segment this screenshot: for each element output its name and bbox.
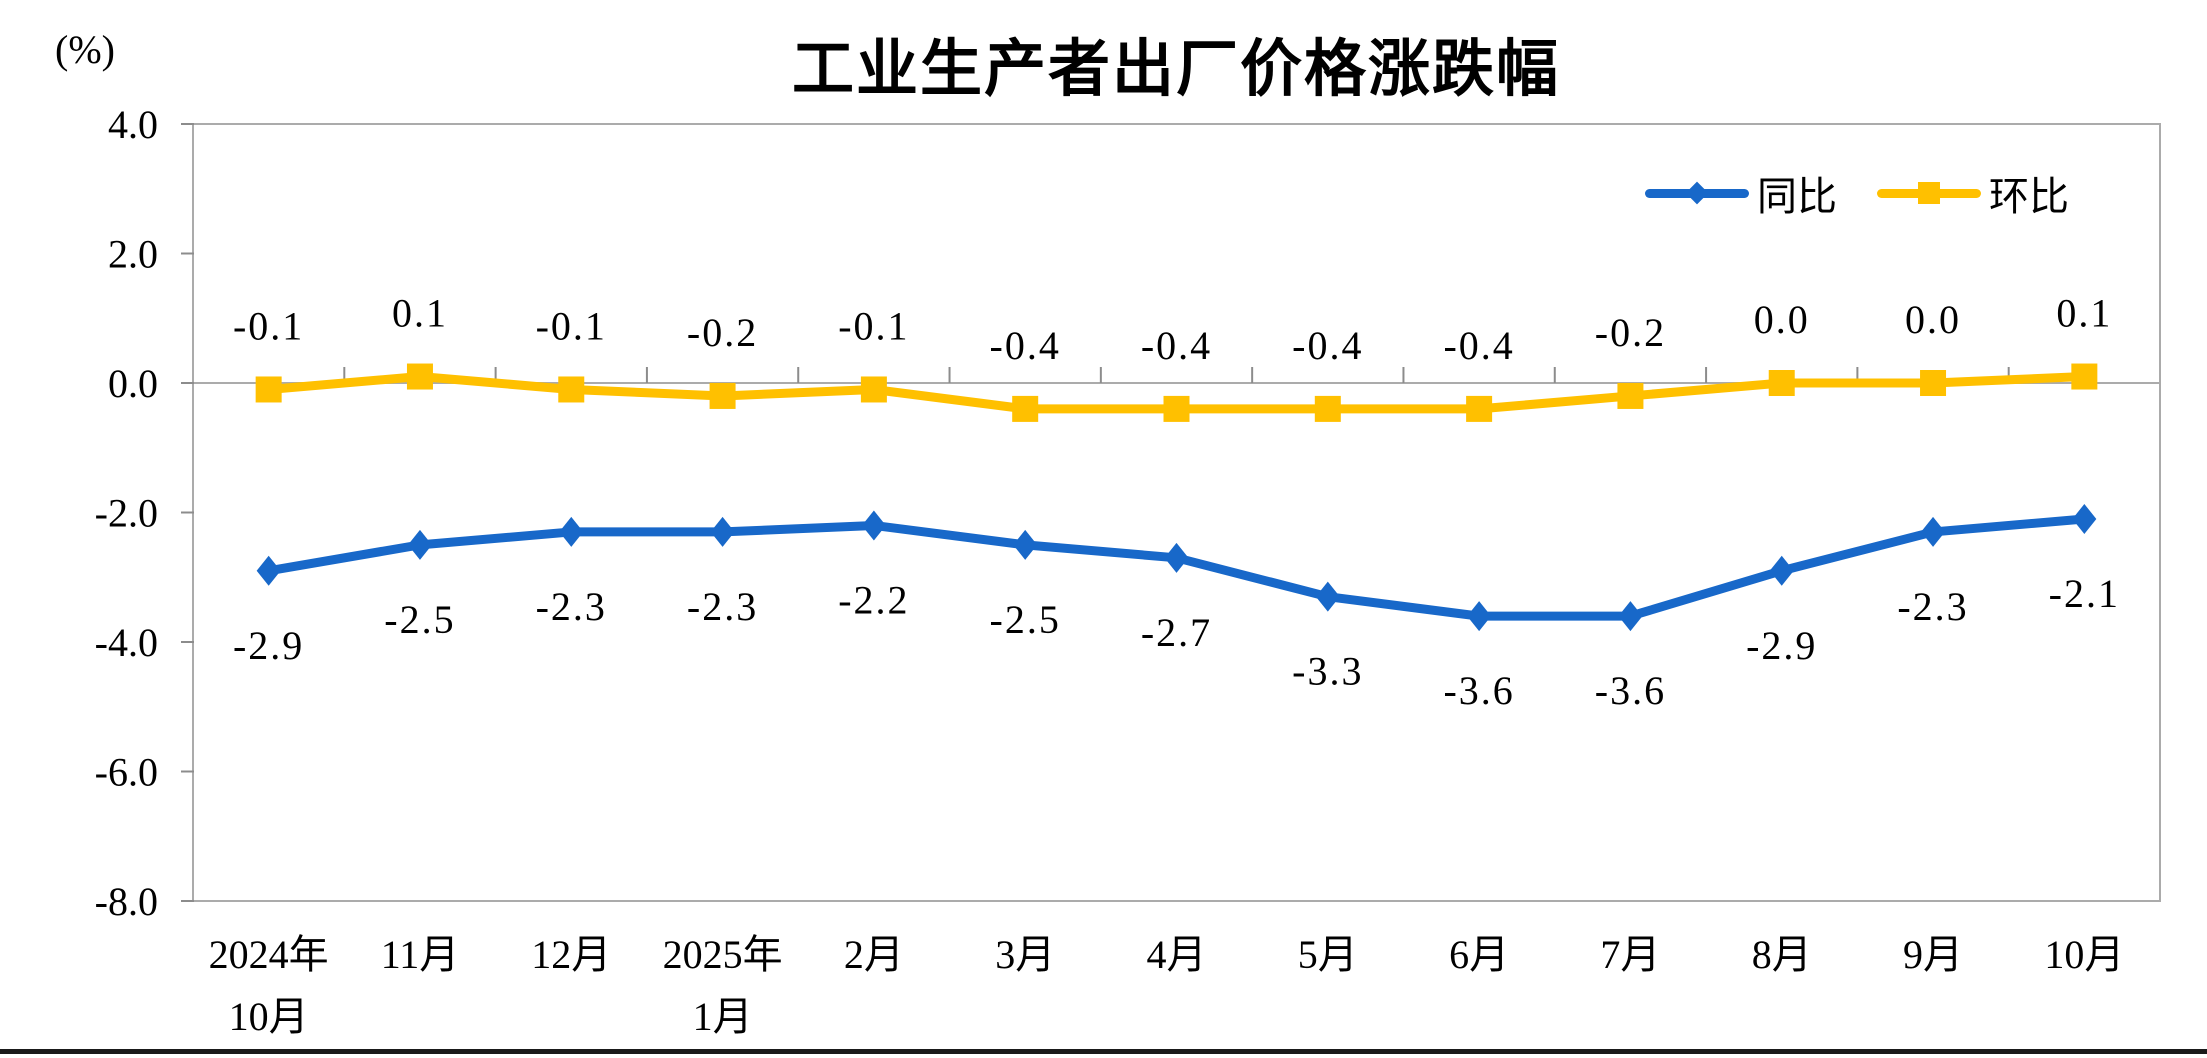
data-point-marker-mom <box>558 376 585 403</box>
data-point-marker-mom <box>2071 363 2098 390</box>
data-label-yoy: -2.7 <box>1141 610 1212 655</box>
x-tick-label-line2: 1月 <box>693 994 753 1039</box>
data-label-mom: 0.1 <box>392 291 448 336</box>
data-point-marker-mom <box>860 376 887 403</box>
y-axis-unit-label: (%) <box>55 27 115 72</box>
data-label-mom: -0.4 <box>1141 323 1212 368</box>
data-label-yoy: -2.3 <box>536 584 607 629</box>
chart-title: 工业生产者出厂价格涨跌幅 <box>791 36 1561 104</box>
legend-label-mom: 环比 <box>1989 174 2069 219</box>
data-label-yoy: -2.3 <box>1897 584 1968 629</box>
yoy-line-sample <box>1645 181 1749 205</box>
data-point-marker-mom <box>1314 395 1341 422</box>
data-point-marker-mom <box>1617 382 1644 409</box>
data-point-marker-yoy <box>1769 555 1794 586</box>
data-point-marker-mom <box>255 376 282 403</box>
data-label-mom: -0.4 <box>1292 323 1363 368</box>
data-label-mom: -0.1 <box>838 303 909 348</box>
x-tick-label: 3月 <box>995 932 1055 977</box>
x-tick-label: 9月 <box>1903 932 1963 977</box>
data-label-mom: -0.4 <box>1443 323 1514 368</box>
data-point-marker-yoy <box>1164 542 1189 573</box>
data-label-yoy: -3.6 <box>1595 668 1666 713</box>
data-point-marker-yoy <box>2072 503 2097 534</box>
x-tick-label: 8月 <box>1752 932 1812 977</box>
data-label-mom: -0.1 <box>536 303 607 348</box>
y-tick-label: 2.0 <box>108 232 158 277</box>
data-label-mom: -0.2 <box>687 310 758 355</box>
x-tick-label: 7月 <box>1600 932 1660 977</box>
data-label-mom: 0.0 <box>1754 297 1810 342</box>
data-point-marker-mom <box>406 363 433 390</box>
data-label-yoy: -2.9 <box>233 623 304 668</box>
plot-border <box>192 123 2161 902</box>
y-tick-label: 0.0 <box>108 361 158 406</box>
y-tick-label: -6.0 <box>95 750 158 795</box>
data-label-mom: 0.1 <box>2056 291 2112 336</box>
y-tick-label: 4.0 <box>108 102 158 147</box>
data-label-yoy: -2.9 <box>1746 623 1817 668</box>
data-point-marker-mom <box>1466 395 1493 422</box>
data-label-yoy: -2.3 <box>687 584 758 629</box>
data-point-marker-mom <box>1012 395 1039 422</box>
y-tick-label: -8.0 <box>95 879 158 924</box>
legend-item-yoy: 同比 <box>1645 164 1837 222</box>
diamond-marker-icon <box>1685 181 1709 205</box>
legend: 同比 环比 <box>1645 164 2069 222</box>
data-label-yoy: -2.2 <box>838 577 909 622</box>
y-tick-label: -2.0 <box>95 491 158 536</box>
x-tick-label-line2: 10月 <box>229 994 309 1039</box>
data-label-yoy: -2.5 <box>384 597 455 642</box>
data-point-marker-mom <box>1920 370 1947 396</box>
data-point-marker-yoy <box>407 529 432 560</box>
data-point-marker-yoy <box>1467 601 1492 632</box>
x-tick-label: 12月 <box>531 932 611 977</box>
data-point-marker-mom <box>1768 370 1795 396</box>
data-point-marker-yoy <box>1618 601 1643 632</box>
data-label-yoy: -3.6 <box>1443 668 1514 713</box>
data-point-marker-yoy <box>710 516 735 547</box>
data-point-marker-yoy <box>1315 581 1340 612</box>
mom-line-sample <box>1877 182 1981 204</box>
data-point-marker-yoy <box>559 516 584 547</box>
x-tick-label: 2024年 <box>209 932 329 977</box>
bottom-border-bar <box>0 1049 2207 1054</box>
y-tick-label: -4.0 <box>95 620 158 665</box>
data-label-yoy: -2.1 <box>2049 571 2120 616</box>
x-tick-label: 2月 <box>844 932 904 977</box>
data-label-mom: -0.1 <box>233 303 304 348</box>
data-point-marker-yoy <box>1013 529 1038 560</box>
square-marker-icon <box>1918 182 1940 204</box>
x-tick-label: 10月 <box>2044 932 2124 977</box>
data-point-marker-mom <box>1163 395 1190 422</box>
data-label-mom: -0.2 <box>1595 310 1666 355</box>
x-tick-label: 6月 <box>1449 932 1509 977</box>
data-label-mom: 0.0 <box>1905 297 1961 342</box>
data-label-yoy: -3.3 <box>1292 649 1363 694</box>
data-point-marker-yoy <box>861 510 886 541</box>
legend-label-yoy: 同比 <box>1757 174 1837 219</box>
x-tick-label: 11月 <box>381 932 460 977</box>
legend-item-mom: 环比 <box>1877 164 2069 222</box>
data-point-marker-mom <box>709 382 736 409</box>
data-label-mom: -0.4 <box>990 323 1061 368</box>
data-label-yoy: -2.5 <box>990 597 1061 642</box>
data-point-marker-yoy <box>1921 516 1946 547</box>
x-tick-label: 5月 <box>1298 932 1358 977</box>
data-point-marker-yoy <box>256 555 281 586</box>
x-tick-label: 4月 <box>1147 932 1207 977</box>
x-tick-label: 2025年 <box>663 932 783 977</box>
